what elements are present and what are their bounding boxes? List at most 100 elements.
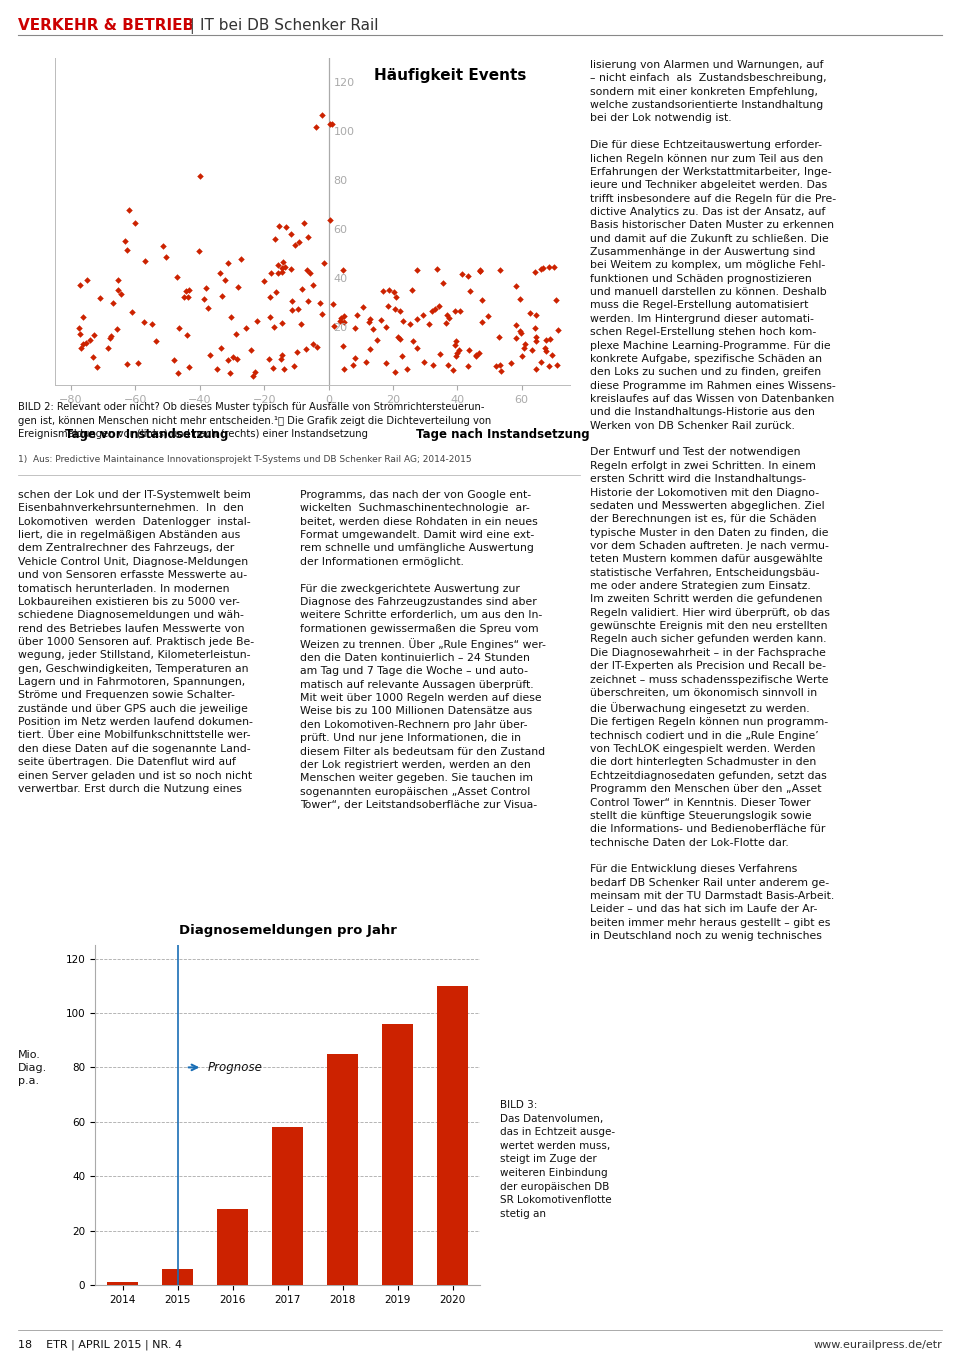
- Point: [262, 287, 277, 308]
- Point: [493, 359, 509, 381]
- Point: [308, 117, 324, 138]
- Point: [247, 361, 262, 383]
- Point: [416, 304, 431, 326]
- Point: [349, 304, 365, 326]
- Point: [72, 317, 87, 339]
- Point: [514, 322, 529, 344]
- Point: [326, 315, 342, 337]
- Point: [336, 304, 351, 326]
- Point: [197, 288, 212, 310]
- Point: [468, 345, 484, 367]
- Point: [436, 273, 451, 295]
- Point: [492, 326, 507, 348]
- Point: [471, 343, 487, 365]
- Point: [468, 344, 483, 366]
- Text: Tage nach Instandsetzung: Tage nach Instandsetzung: [416, 428, 589, 440]
- Point: [296, 211, 311, 233]
- Point: [267, 229, 282, 251]
- Point: [441, 354, 456, 376]
- Point: [212, 262, 228, 284]
- Point: [362, 339, 377, 361]
- Point: [488, 355, 503, 377]
- Text: Tage vor Instandsetzung: Tage vor Instandsetzung: [65, 428, 228, 440]
- Point: [124, 302, 139, 324]
- Text: 80: 80: [333, 175, 348, 186]
- Point: [263, 262, 278, 284]
- Text: VERKEHR & BETRIEB: VERKEHR & BETRIEB: [18, 18, 194, 33]
- Point: [309, 336, 324, 358]
- Point: [528, 304, 543, 326]
- Point: [109, 318, 125, 340]
- Point: [177, 285, 192, 307]
- Point: [155, 236, 170, 258]
- Point: [332, 310, 348, 332]
- Point: [432, 343, 447, 365]
- Point: [230, 277, 246, 299]
- Point: [481, 306, 496, 328]
- Point: [270, 255, 285, 277]
- Point: [170, 362, 185, 384]
- Point: [121, 199, 136, 221]
- Point: [79, 332, 94, 354]
- Point: [283, 258, 299, 280]
- Point: [131, 352, 146, 374]
- Point: [275, 256, 290, 278]
- Point: [181, 280, 197, 302]
- Point: [229, 348, 245, 370]
- Point: [106, 292, 121, 314]
- Point: [509, 328, 524, 350]
- Point: [445, 359, 461, 381]
- Point: [294, 313, 309, 335]
- Point: [461, 355, 476, 377]
- Point: [103, 326, 118, 348]
- Point: [355, 296, 371, 318]
- Point: [460, 265, 475, 287]
- Point: [85, 345, 101, 367]
- Point: [283, 222, 299, 244]
- Point: [378, 315, 394, 337]
- Point: [170, 266, 185, 288]
- Point: [409, 337, 424, 359]
- Point: [86, 324, 102, 345]
- Point: [504, 352, 519, 374]
- Point: [262, 307, 277, 329]
- Point: [546, 256, 562, 278]
- Point: [358, 351, 373, 373]
- Point: [389, 285, 404, 307]
- Point: [549, 354, 564, 376]
- Point: [324, 114, 340, 136]
- Point: [172, 317, 187, 339]
- Point: [275, 260, 290, 282]
- Point: [178, 280, 193, 302]
- Text: 60: 60: [333, 225, 348, 234]
- Point: [284, 291, 300, 313]
- Point: [180, 285, 196, 307]
- Point: [317, 252, 332, 274]
- Point: [203, 344, 218, 366]
- Point: [396, 310, 411, 332]
- Point: [72, 274, 87, 296]
- Point: [541, 256, 557, 278]
- Point: [439, 313, 454, 335]
- Point: [120, 354, 135, 376]
- Point: [426, 355, 442, 377]
- Point: [378, 351, 394, 373]
- Point: [424, 300, 440, 322]
- Point: [432, 295, 447, 317]
- Point: [528, 326, 543, 348]
- Text: 120: 120: [333, 78, 354, 88]
- Point: [529, 358, 544, 380]
- Point: [550, 318, 565, 340]
- Text: schen der Lok und der IT-Systemwelt beim
Eisenbahnverkehrsunternehmen.  In  den
: schen der Lok und der IT-Systemwelt beim…: [18, 489, 254, 794]
- Point: [375, 280, 391, 302]
- Point: [336, 358, 351, 380]
- Point: [277, 256, 293, 278]
- Point: [463, 280, 478, 302]
- Point: [474, 311, 490, 333]
- Bar: [438, 986, 468, 1285]
- Point: [261, 348, 276, 370]
- Point: [527, 262, 542, 284]
- Point: [92, 287, 108, 308]
- Point: [447, 335, 463, 356]
- Point: [302, 262, 318, 284]
